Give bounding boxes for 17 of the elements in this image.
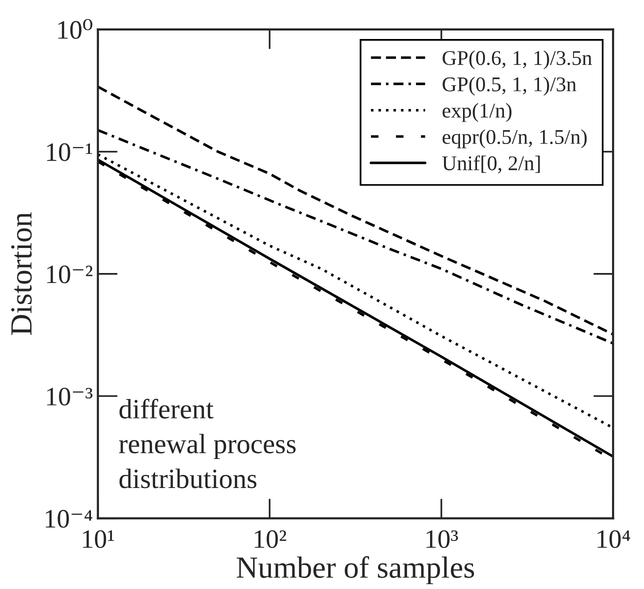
legend-label: Unif[0, 2/n] bbox=[442, 155, 540, 174]
annotation: different renewal process distributions bbox=[119, 398, 296, 488]
x-tick-label: 10² bbox=[254, 530, 286, 548]
legend-label: eqpr(0.5/n, 1.5/n) bbox=[442, 129, 587, 148]
legend-label: exp(1/n) bbox=[442, 103, 512, 122]
y-tick-label: 10⁻⁴ bbox=[46, 510, 92, 528]
y-tick-label: 10⁻¹ bbox=[47, 143, 92, 162]
y-tick-label: 10⁰ bbox=[58, 19, 92, 39]
x-tick-label: 10⁴ bbox=[598, 530, 630, 548]
y-tick-label: 10⁻³ bbox=[47, 388, 93, 406]
x-tick-label: 10¹ bbox=[83, 530, 114, 548]
x-axis-title: Number of samples bbox=[236, 556, 474, 584]
y-axis-title: Distortion bbox=[11, 212, 32, 335]
legend-label: GP(0.6, 1, 1)/3.5n bbox=[442, 50, 592, 70]
legend-label: GP(0.5, 1, 1)/3n bbox=[442, 76, 576, 96]
y-tick-label: 10⁻² bbox=[47, 265, 92, 284]
x-tick-label: 10³ bbox=[426, 530, 458, 548]
